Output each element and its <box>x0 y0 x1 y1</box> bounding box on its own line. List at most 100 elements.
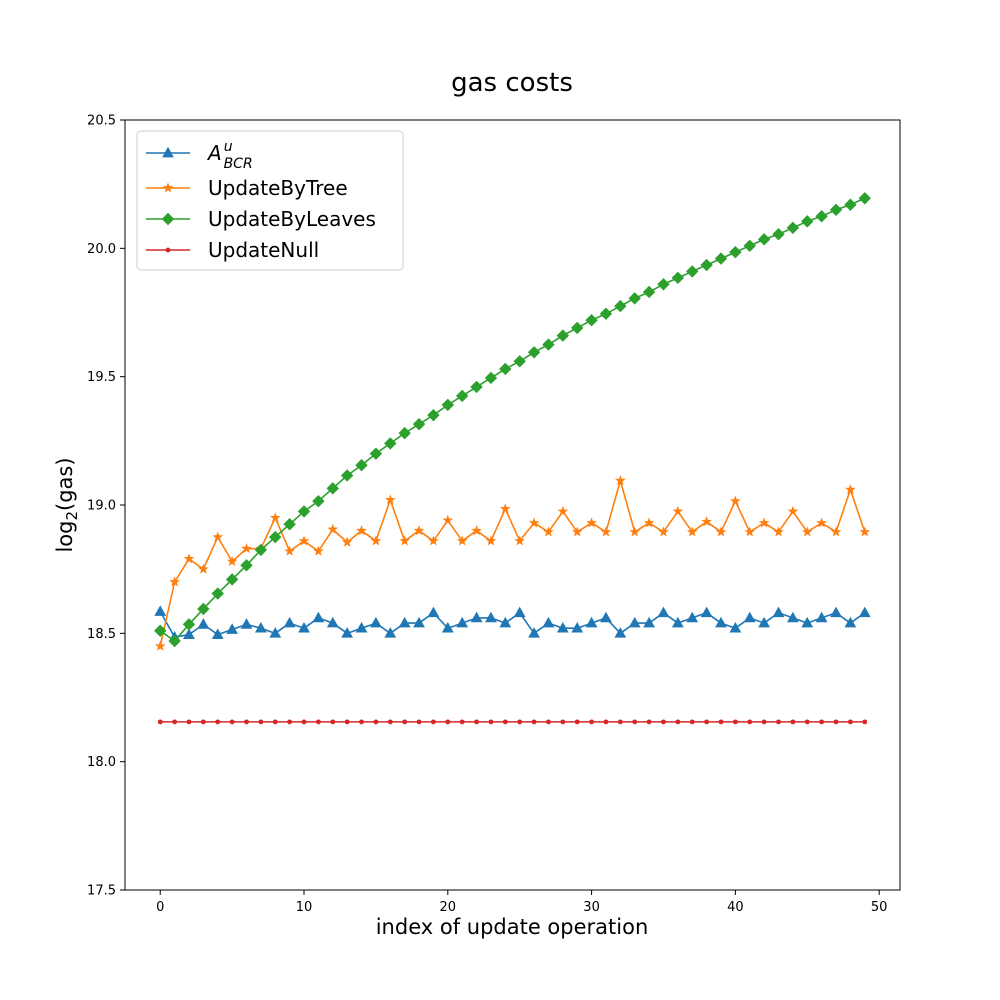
data-point <box>499 503 511 514</box>
data-point <box>211 587 224 600</box>
data-point <box>715 526 727 537</box>
data-point <box>643 616 655 628</box>
data-point <box>326 482 339 495</box>
data-point <box>614 627 627 638</box>
data-point <box>787 505 799 516</box>
data-point <box>456 616 469 628</box>
data-point <box>269 627 282 638</box>
data-point <box>862 719 868 725</box>
data-point <box>714 252 728 265</box>
data-point <box>642 285 656 299</box>
y-tick-label: 17.5 <box>87 884 116 899</box>
data-point <box>154 640 166 651</box>
data-point <box>689 719 695 725</box>
legend-entry: UpdateByLeaves <box>146 207 376 231</box>
data-point <box>283 616 296 628</box>
y-tick-label: 18.0 <box>87 755 116 770</box>
data-point <box>815 210 828 223</box>
data-point <box>858 192 871 205</box>
data-point <box>786 221 800 234</box>
data-point <box>200 719 206 725</box>
y-tick-label: 19.0 <box>87 499 116 514</box>
data-point <box>427 606 440 618</box>
data-point <box>830 606 842 618</box>
data-point <box>442 514 454 525</box>
y-axis-label-rest: (gas) <box>53 457 77 511</box>
data-point <box>557 505 569 516</box>
data-point <box>254 543 268 557</box>
y-tick-label: 20.0 <box>87 242 116 257</box>
data-point <box>154 624 167 637</box>
series-0 <box>154 605 871 642</box>
data-point <box>344 719 350 725</box>
data-point <box>215 719 221 725</box>
data-point <box>858 606 871 618</box>
x-tick-label: 50 <box>871 900 888 915</box>
data-point <box>761 719 767 725</box>
data-point <box>585 616 598 628</box>
series-1 <box>154 475 871 651</box>
data-point <box>556 329 570 342</box>
data-point <box>556 622 569 633</box>
data-point <box>183 553 195 564</box>
data-point <box>675 719 681 725</box>
data-point <box>629 526 641 537</box>
x-tick-label: 40 <box>727 900 744 915</box>
data-point <box>730 495 741 506</box>
x-tick-label: 20 <box>440 900 457 915</box>
data-point <box>528 627 540 638</box>
data-point <box>470 611 483 623</box>
data-point <box>341 627 354 638</box>
data-point <box>154 605 167 616</box>
data-point <box>283 518 296 531</box>
data-point <box>528 517 540 528</box>
data-point <box>686 611 699 623</box>
data-point <box>399 535 410 546</box>
data-point <box>356 525 367 536</box>
series-line <box>159 611 866 638</box>
data-point <box>470 380 483 394</box>
data-point <box>312 494 325 508</box>
x-tick-label: 10 <box>296 900 313 915</box>
data-point <box>485 611 497 623</box>
legend-label: UpdateByTree <box>208 176 348 200</box>
data-point <box>441 622 454 633</box>
data-point <box>657 606 670 618</box>
data-point <box>686 526 698 537</box>
data-point <box>254 622 267 633</box>
data-point <box>241 543 252 554</box>
data-point <box>211 628 224 639</box>
data-point <box>589 719 594 725</box>
data-point <box>431 719 436 725</box>
data-point <box>416 719 422 725</box>
data-point <box>819 719 825 725</box>
data-point <box>571 526 583 537</box>
data-point <box>298 535 310 546</box>
data-point <box>600 611 612 623</box>
data-point <box>169 576 180 587</box>
legend-marker <box>162 182 174 193</box>
series-line <box>159 479 866 647</box>
data-point <box>413 616 425 628</box>
series-2 <box>154 192 871 648</box>
data-point <box>225 573 239 586</box>
data-point <box>830 526 842 537</box>
data-point <box>226 555 238 566</box>
data-point <box>844 198 857 211</box>
data-point <box>244 719 249 725</box>
y-axis: 17.5 18.0 18.5 19.0 19.5 20.0 20.5 <box>87 114 125 899</box>
data-point <box>398 426 411 440</box>
data-point <box>182 618 196 631</box>
data-point <box>729 622 742 633</box>
data-point <box>585 314 598 327</box>
data-point <box>471 525 482 536</box>
data-point <box>758 616 771 628</box>
data-point <box>546 719 551 725</box>
y-axis-label-sub: 2 <box>63 511 81 521</box>
data-point <box>499 616 512 628</box>
data-point <box>226 623 239 634</box>
data-point <box>527 346 541 359</box>
data-point <box>628 292 641 305</box>
